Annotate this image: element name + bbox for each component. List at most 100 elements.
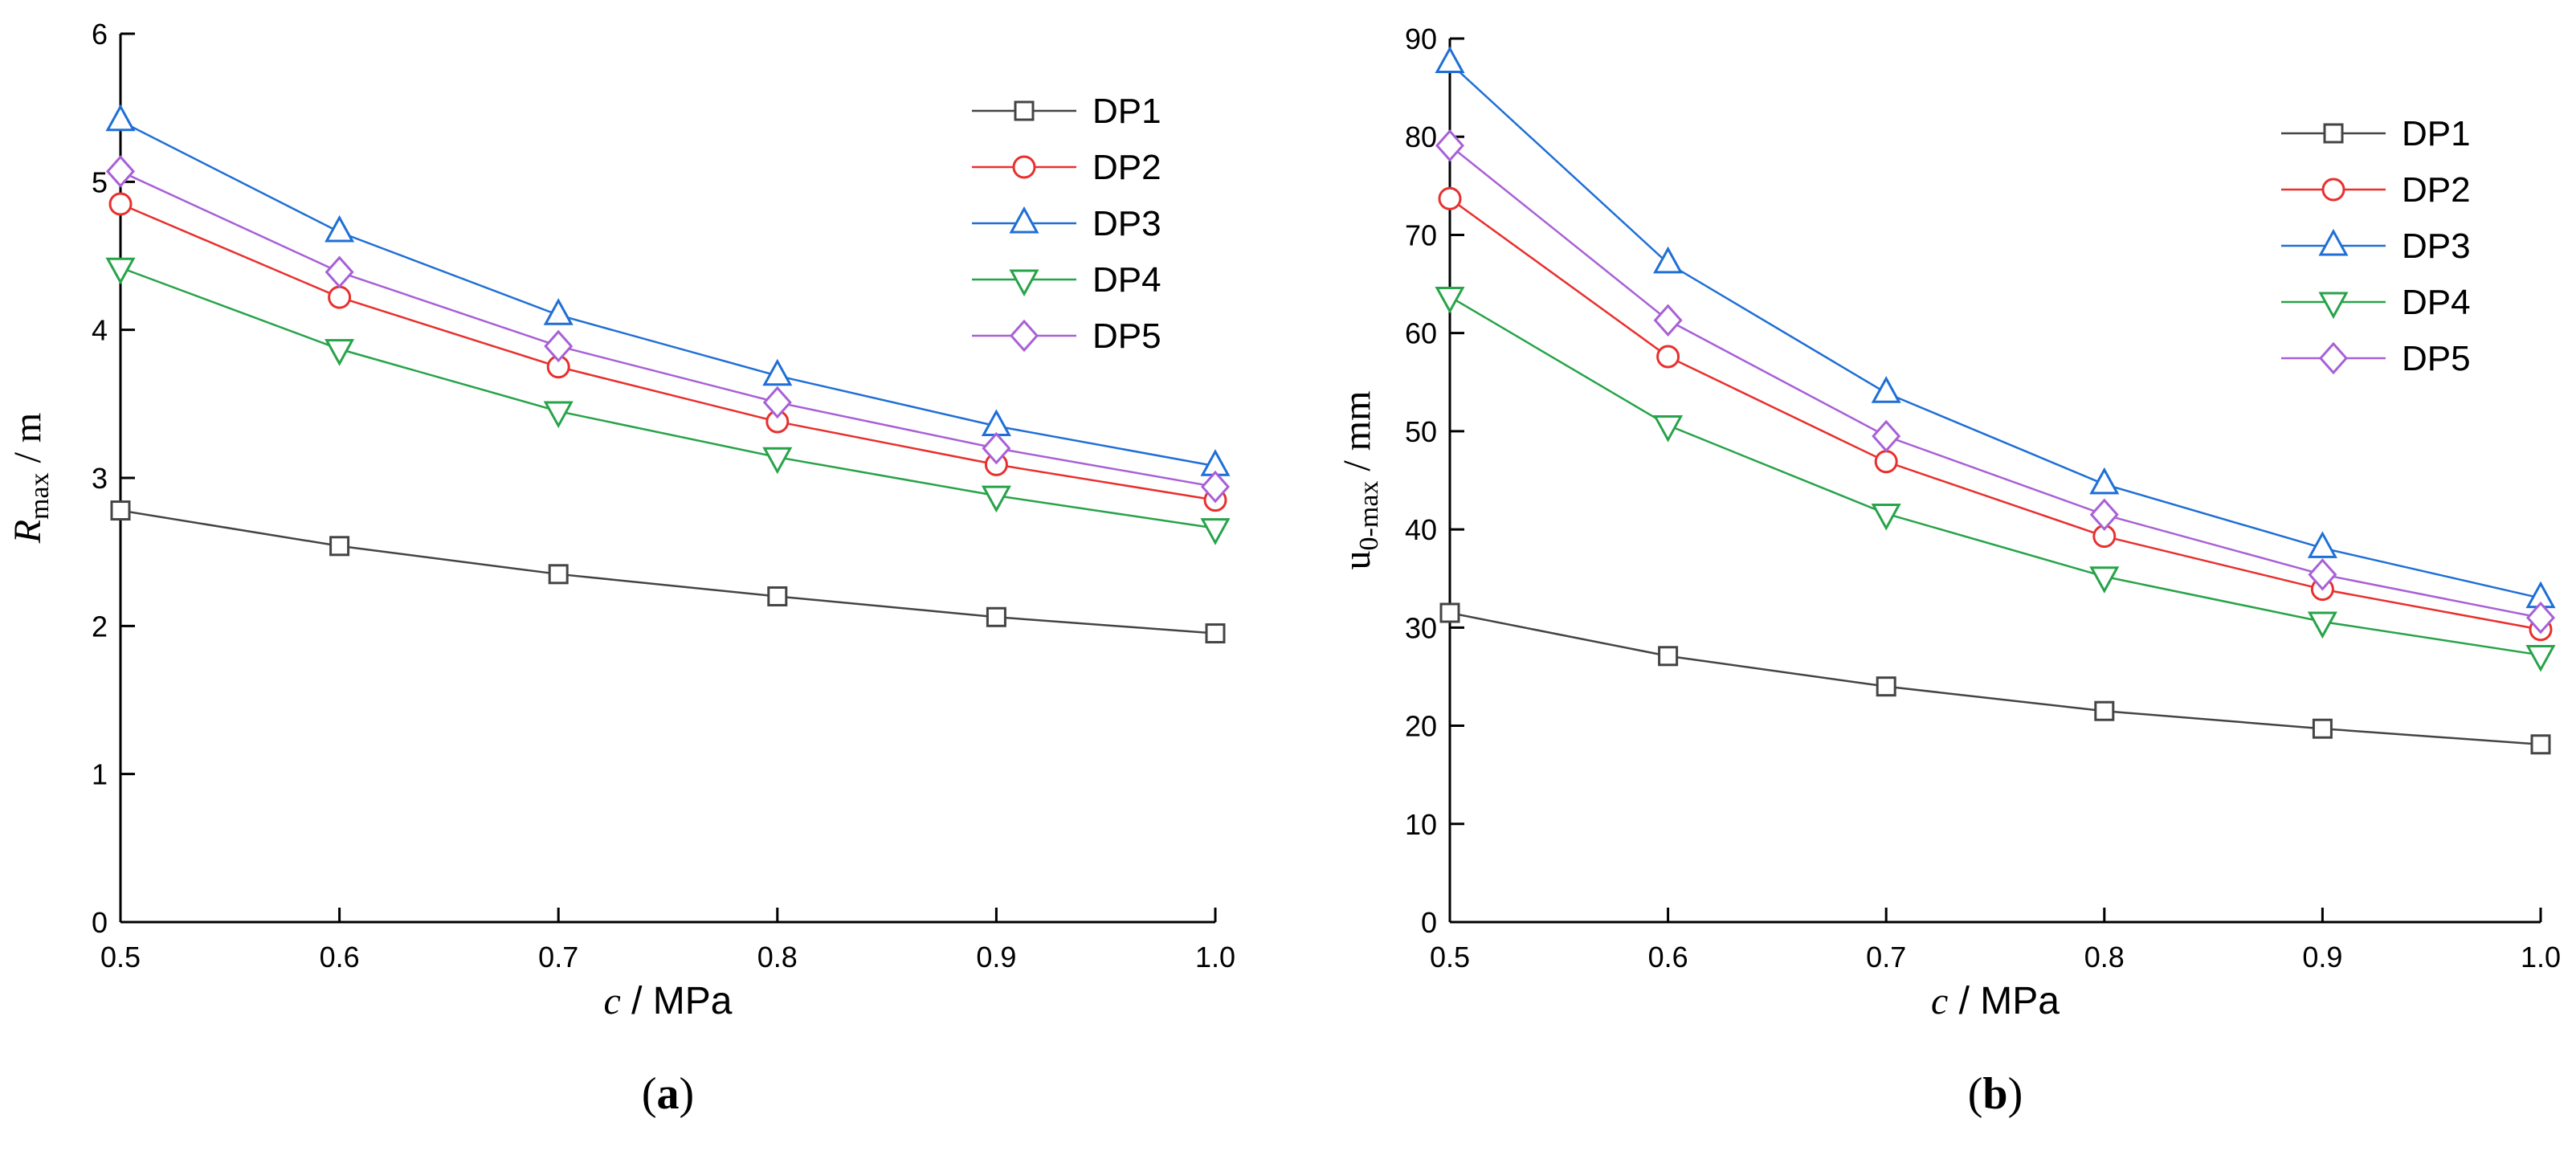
data-point-dp2: [1874, 450, 1898, 474]
series-dp2: [108, 192, 1227, 512]
data-point-dp3: [543, 298, 574, 325]
data-point-dp4: [1653, 415, 1684, 443]
legend-item: DP5: [2281, 339, 2471, 378]
y-axis-label: u0-max / mm: [1336, 391, 1384, 570]
x-tick-label: 0.6: [1648, 941, 1688, 973]
legend-label: DP3: [2402, 227, 2471, 266]
x-axis-label: c / MPa: [1931, 980, 2060, 1022]
panel-label-open: (: [642, 1069, 657, 1119]
panel-label-open: (: [1968, 1069, 1983, 1119]
data-point-dp5: [2308, 558, 2337, 591]
series-line-dp4: [1449, 296, 2541, 656]
x-tick-label: 0.7: [538, 941, 578, 973]
data-point-dp1: [2094, 700, 2115, 721]
y-tick-label: 1: [92, 758, 108, 791]
legend-label: DP5: [1092, 316, 1161, 356]
legend-label: DP5: [2402, 339, 2471, 378]
series-line-dp2: [120, 202, 1216, 501]
data-point-dp5: [1872, 419, 1901, 453]
y-axis-label-subscript: max: [25, 472, 55, 520]
data-point-dp5: [325, 255, 354, 289]
legend: DP1 DP2 DP3 DP4 DP5: [972, 92, 1161, 356]
x-tick-label: 0.6: [320, 941, 360, 973]
chart-panel-b: 0 10 20 30 40 50 60 70 80 90 0.5 0.6 0.7 0.8 0.9 1.0 DP1…: [1336, 22, 2561, 1119]
y-tick-label: 10: [1405, 808, 1437, 841]
series-dp3: [1435, 46, 2556, 609]
y-tick-label: 50: [1405, 415, 1437, 448]
legend-label: DP2: [2402, 170, 2471, 210]
y-tick-label: 80: [1405, 120, 1437, 153]
data-point-dp1: [329, 536, 350, 557]
legend-label: DP3: [1092, 204, 1161, 243]
data-point-dp5: [762, 386, 792, 419]
x-tick-label: 1.0: [1195, 941, 1235, 973]
x-axis-label-symbol: c: [603, 980, 620, 1022]
y-axis-label: Rmax / m: [6, 413, 55, 545]
data-point-dp5: [2525, 601, 2556, 635]
x-axis-label-symbol: c: [1931, 980, 1948, 1022]
x-tick-label: 0.7: [1866, 941, 1906, 973]
y-tick-label: 0: [1421, 906, 1437, 939]
legend-marker: [2318, 292, 2349, 320]
legend-marker: [1009, 319, 1039, 353]
x-tick-label: 0.8: [2084, 941, 2125, 973]
y-axis-label-symbol: u: [1336, 550, 1378, 569]
legend-label: DP2: [1092, 148, 1161, 187]
data-point-dp1: [1658, 646, 1679, 667]
y-axis-label-unit: / mm: [1336, 391, 1378, 481]
data-point-dp2: [1438, 186, 1462, 210]
series-line-dp5: [1449, 145, 2541, 619]
x-tick-label: 0.9: [976, 941, 1016, 973]
panel-label-letter: a: [657, 1069, 680, 1119]
y-tick-label: 2: [92, 610, 108, 643]
series-dp2: [1438, 186, 2553, 642]
series-line-dp5: [120, 170, 1216, 488]
y-tick-label: 90: [1405, 22, 1437, 55]
data-point-dp4: [2089, 566, 2120, 594]
y-tick-label: 5: [92, 165, 108, 198]
data-point-dp4: [762, 447, 793, 475]
legend-marker: [1012, 155, 1036, 179]
data-point-dp3: [2089, 467, 2120, 495]
y-tick-label: 20: [1405, 710, 1437, 743]
y-axis-label-unit: / m: [6, 413, 49, 473]
data-point-dp5: [105, 155, 136, 188]
data-point-dp4: [1435, 286, 1465, 314]
data-point-dp5: [2089, 498, 2119, 532]
legend-marker: [1014, 100, 1035, 121]
legend-item: DP1: [2281, 114, 2471, 153]
legend-item: DP2: [2281, 170, 2471, 210]
legend-marker: [1009, 206, 1039, 234]
y-tick-label: 3: [92, 462, 108, 495]
legend: DP1 DP2 DP3 DP4 DP5: [2281, 114, 2471, 378]
data-point-dp5: [1200, 470, 1231, 504]
legend-marker: [2318, 228, 2349, 256]
data-point-dp2: [108, 192, 133, 216]
legend-item: DP3: [2281, 227, 2471, 266]
data-point-dp3: [1653, 246, 1684, 274]
chart-panel-a: 0 1 2 3 4 5 6 0.5 0.6 0.7 0.8 0.9 1.0 DP1 DP2 DP3 DP4 DP5…: [6, 18, 1235, 1119]
data-point-dp5: [1653, 304, 1683, 337]
panel-label-close: ): [2008, 1069, 2023, 1119]
x-tick-label: 0.5: [100, 941, 141, 973]
x-axis-label-unit: / MPa: [1948, 980, 2060, 1022]
y-tick-label: 60: [1405, 317, 1437, 350]
y-tick-label: 0: [92, 906, 108, 939]
series-dp1: [110, 500, 1226, 644]
x-axis-label-unit: / MPa: [621, 980, 733, 1022]
data-point-dp3: [105, 104, 136, 132]
y-axis-label-symbol: R: [6, 520, 49, 544]
panel-label-close: ): [680, 1069, 695, 1119]
data-point-dp4: [981, 485, 1011, 513]
data-point-dp2: [328, 285, 352, 309]
x-tick-label: 0.5: [1430, 941, 1470, 973]
y-tick-label: 4: [92, 314, 108, 347]
panel-label: (a): [642, 1069, 694, 1119]
data-point-dp3: [2307, 531, 2337, 558]
data-point-dp1: [767, 586, 788, 606]
legend-label: DP4: [1092, 260, 1161, 300]
legend-item: DP3: [972, 204, 1161, 243]
data-point-dp2: [1656, 345, 1680, 369]
series-dp4: [105, 257, 1231, 545]
data-point-dp4: [2525, 645, 2556, 672]
